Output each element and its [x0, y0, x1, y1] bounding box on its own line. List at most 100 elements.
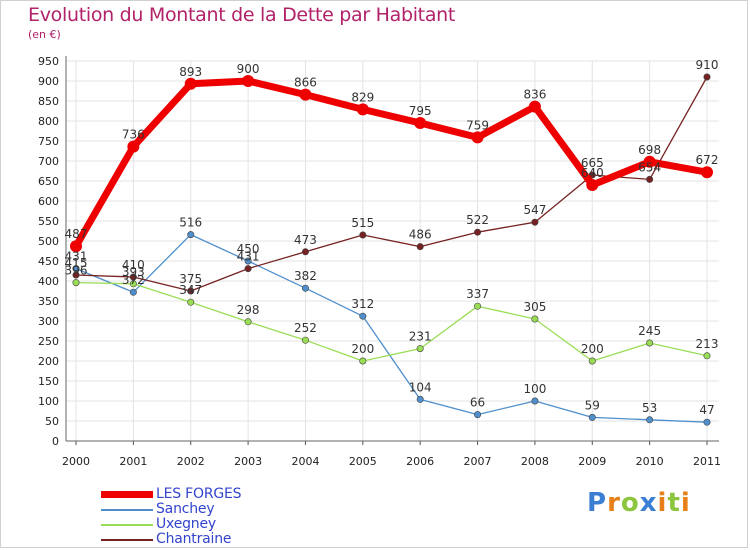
legend-label: Sanchey — [156, 501, 215, 517]
data-point — [187, 287, 195, 295]
y-tick-label: 700 — [38, 155, 59, 168]
data-point — [359, 231, 367, 239]
data-label: 245 — [638, 324, 661, 338]
data-label: 654 — [638, 160, 661, 174]
data-label: 252 — [294, 321, 317, 335]
data-label: 100 — [523, 382, 546, 396]
chart-unit: (en €) — [28, 28, 61, 41]
data-point — [471, 131, 484, 144]
data-label: 337 — [466, 287, 489, 301]
data-point — [187, 298, 195, 306]
y-tick-label: 750 — [38, 135, 59, 148]
data-label: 522 — [466, 213, 489, 227]
data-label: 200 — [351, 342, 374, 356]
y-tick-label: 350 — [38, 295, 59, 308]
legend-label: Chantraine — [156, 531, 232, 547]
logo-letter: o — [620, 488, 640, 518]
x-tick-label: 2010 — [636, 455, 664, 468]
series-line-sanchey — [75, 233, 708, 423]
data-point — [244, 257, 252, 265]
data-label: 759 — [466, 118, 489, 132]
data-point — [244, 265, 252, 273]
data-point — [72, 279, 80, 287]
y-tick-label: 650 — [38, 175, 59, 188]
data-label: 665 — [581, 156, 604, 170]
data-point — [646, 175, 654, 183]
data-label: 473 — [294, 233, 317, 247]
data-label: 415 — [65, 256, 88, 270]
chart-title: Evolution du Montant de la Dette par Hab… — [28, 4, 456, 26]
data-point — [299, 88, 312, 101]
y-tick-label: 850 — [38, 95, 59, 108]
data-point — [531, 397, 539, 405]
y-tick-label: 200 — [38, 355, 59, 368]
data-point — [588, 357, 596, 365]
data-point — [646, 416, 654, 424]
data-label: 104 — [409, 380, 432, 394]
y-tick-label: 600 — [38, 195, 59, 208]
y-tick-label: 300 — [38, 315, 59, 328]
series-line-chantraine — [75, 76, 708, 292]
data-label: 298 — [237, 303, 260, 317]
proxiti-logo: Proxiti — [587, 488, 691, 518]
x-tick-label: 2006 — [406, 455, 434, 468]
data-label: 450 — [237, 242, 260, 256]
data-point — [242, 75, 255, 87]
data-label: 382 — [294, 269, 317, 283]
data-point — [301, 248, 309, 256]
data-point — [474, 228, 482, 236]
data-point — [586, 179, 599, 191]
data-point — [184, 77, 197, 90]
data-point — [701, 166, 713, 179]
y-tick-label: 150 — [38, 375, 59, 388]
data-label: 393 — [122, 265, 145, 279]
logo-letter: i — [657, 488, 668, 518]
data-point — [528, 100, 541, 113]
data-label: 375 — [179, 272, 202, 286]
data-label: 672 — [696, 153, 719, 167]
data-label: 910 — [696, 58, 719, 72]
data-point — [416, 395, 424, 403]
data-point — [646, 339, 654, 347]
data-label: 516 — [179, 216, 202, 230]
x-tick-label: 2003 — [234, 455, 262, 468]
data-point — [474, 302, 482, 310]
data-label: 795 — [409, 104, 432, 118]
data-point — [301, 284, 309, 292]
data-point — [531, 218, 539, 226]
data-label: 396 — [65, 264, 88, 278]
legend-swatch — [101, 524, 153, 526]
data-point — [643, 155, 656, 168]
legend-label: Uxegney — [156, 516, 216, 532]
data-label: 200 — [581, 342, 604, 356]
y-tick-label: 500 — [38, 235, 59, 248]
data-label: 487 — [65, 227, 88, 241]
data-label: 431 — [237, 250, 260, 264]
x-tick-label: 2004 — [291, 455, 319, 468]
data-label: 410 — [122, 258, 145, 272]
data-label: 372 — [122, 273, 145, 287]
data-point — [72, 271, 80, 279]
legend-swatch — [101, 539, 153, 541]
x-tick-label: 2005 — [349, 455, 377, 468]
data-label: 866 — [294, 76, 317, 90]
data-label: 47 — [699, 403, 714, 417]
data-point — [129, 288, 137, 296]
data-point — [356, 103, 369, 116]
data-point — [359, 312, 367, 320]
data-point — [531, 315, 539, 323]
x-tick-label: 2001 — [119, 455, 147, 468]
data-label: 836 — [523, 88, 546, 102]
data-label: 431 — [65, 250, 88, 264]
logo-letter: x — [639, 488, 658, 518]
y-tick-label: 0 — [52, 435, 59, 448]
data-point — [129, 273, 137, 281]
data-label: 305 — [523, 300, 546, 314]
data-label: 312 — [351, 297, 374, 311]
data-point — [129, 280, 137, 288]
data-point — [703, 352, 711, 360]
data-label: 698 — [638, 143, 661, 157]
data-label: 893 — [179, 65, 202, 79]
logo-letter: P — [587, 488, 608, 518]
